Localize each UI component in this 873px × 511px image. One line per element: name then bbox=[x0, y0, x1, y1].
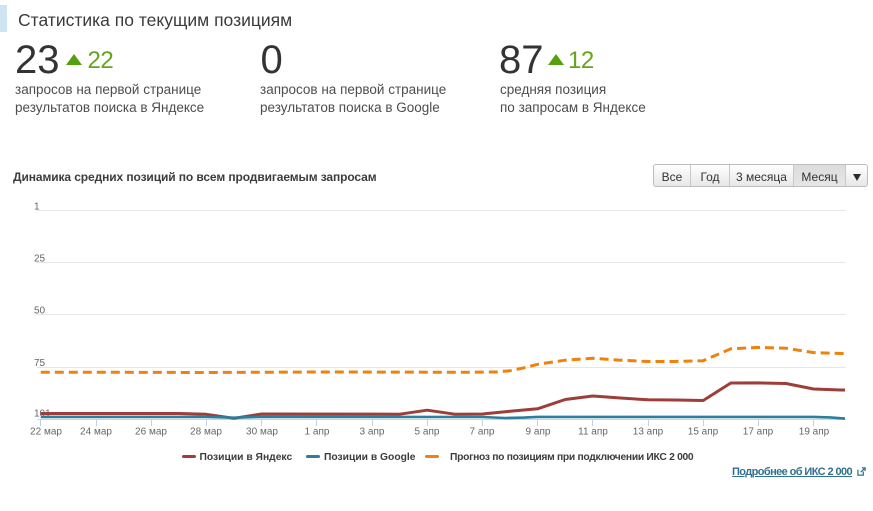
svg-text:13 апр: 13 апр bbox=[633, 427, 664, 438]
svg-text:28 мар: 28 мар bbox=[190, 427, 222, 438]
svg-text:19 апр: 19 апр bbox=[799, 427, 830, 438]
svg-text:24 мар: 24 мар bbox=[80, 427, 112, 438]
svg-text:1: 1 bbox=[34, 202, 40, 213]
svg-text:9 апр: 9 апр bbox=[526, 427, 551, 438]
svg-text:30 мар: 30 мар bbox=[246, 427, 278, 438]
svg-text:3 апр: 3 апр bbox=[360, 427, 385, 438]
svg-text:22 мар: 22 мар bbox=[30, 427, 62, 438]
svg-text:5 апр: 5 апр bbox=[415, 427, 440, 438]
svg-text:15 апр: 15 апр bbox=[688, 427, 719, 438]
svg-text:7 апр: 7 апр bbox=[470, 427, 495, 438]
svg-text:50: 50 bbox=[34, 306, 46, 317]
svg-text:11 апр: 11 апр bbox=[578, 427, 608, 438]
svg-text:1 апр: 1 апр bbox=[305, 427, 330, 438]
svg-text:75: 75 bbox=[34, 358, 46, 369]
svg-text:17 апр: 17 апр bbox=[743, 427, 774, 438]
svg-text:25: 25 bbox=[34, 254, 46, 265]
svg-text:26 мар: 26 мар bbox=[135, 427, 167, 438]
